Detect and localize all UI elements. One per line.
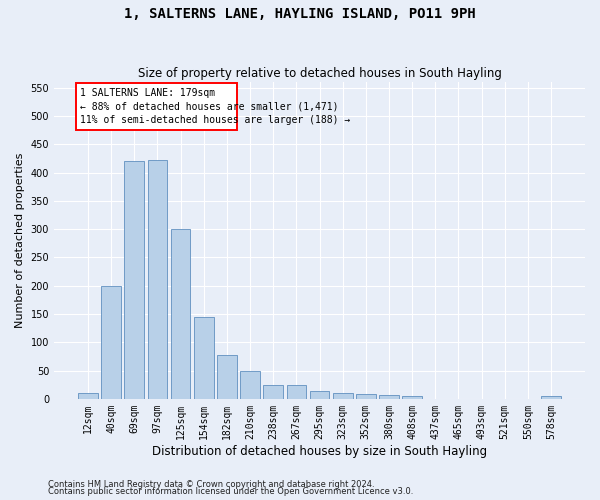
Bar — [333, 393, 353, 399]
Bar — [124, 161, 144, 399]
Bar — [194, 317, 214, 399]
Text: ← 88% of detached houses are smaller (1,471): ← 88% of detached houses are smaller (1,… — [80, 102, 338, 112]
Bar — [78, 393, 98, 399]
Bar — [217, 356, 237, 399]
Bar — [101, 286, 121, 399]
X-axis label: Distribution of detached houses by size in South Hayling: Distribution of detached houses by size … — [152, 444, 487, 458]
Bar — [356, 394, 376, 399]
Bar — [263, 384, 283, 399]
FancyBboxPatch shape — [76, 83, 238, 130]
Bar — [287, 384, 306, 399]
Y-axis label: Number of detached properties: Number of detached properties — [15, 153, 25, 328]
Text: 1, SALTERNS LANE, HAYLING ISLAND, PO11 9PH: 1, SALTERNS LANE, HAYLING ISLAND, PO11 9… — [124, 8, 476, 22]
Title: Size of property relative to detached houses in South Hayling: Size of property relative to detached ho… — [137, 66, 502, 80]
Text: 11% of semi-detached houses are larger (188) →: 11% of semi-detached houses are larger (… — [80, 115, 350, 125]
Bar — [240, 370, 260, 399]
Text: Contains public sector information licensed under the Open Government Licence v3: Contains public sector information licen… — [48, 487, 413, 496]
Text: Contains HM Land Registry data © Crown copyright and database right 2024.: Contains HM Land Registry data © Crown c… — [48, 480, 374, 489]
Bar — [310, 392, 329, 399]
Bar — [148, 160, 167, 399]
Bar — [541, 396, 561, 399]
Bar — [379, 395, 399, 399]
Bar — [402, 396, 422, 399]
Text: 1 SALTERNS LANE: 179sqm: 1 SALTERNS LANE: 179sqm — [80, 88, 215, 99]
Bar — [171, 229, 190, 399]
